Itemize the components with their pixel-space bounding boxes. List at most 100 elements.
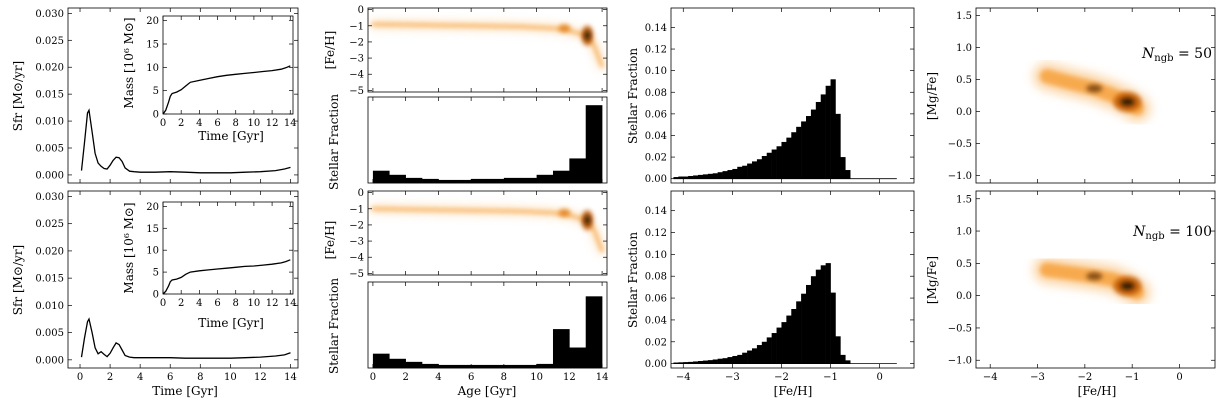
histogram-bar [781, 141, 787, 179]
y-tick-label: 0.02 [645, 153, 667, 164]
y-tick-label: 0.015 [35, 90, 64, 101]
histogram-bar [438, 179, 456, 183]
histogram-bar [752, 348, 758, 364]
x-tick-label: 0 [876, 372, 882, 383]
y-tick-label: 0.5 [956, 75, 972, 86]
mass-xlabel-row2: Time [Gyr] [198, 316, 264, 330]
mdf-xlabel: [Fe/H] [774, 384, 813, 398]
histogram-bar [791, 132, 797, 179]
histogram-bar [835, 113, 841, 179]
histogram-bar [845, 360, 851, 364]
histogram-bar [487, 178, 505, 183]
histogram-bar [820, 94, 826, 179]
histogram-bar [840, 354, 846, 364]
y-tick-label: 0 [358, 5, 364, 16]
x-tick-label: 12 [563, 372, 576, 383]
histogram-bar [520, 364, 537, 368]
x-tick-label: 10 [530, 372, 543, 383]
histogram-bar [702, 360, 709, 364]
y-tick-label: 0.030 [35, 9, 64, 20]
age-feh-heatmap-row2: 0 −1 −2 −3 −4 −5 [349, 188, 608, 280]
x-tick-label: −2 [1077, 372, 1092, 383]
y-tick-label: 20 [146, 16, 159, 27]
y-tick-label: −4 [349, 70, 364, 81]
y-tick-label: 0.14 [645, 23, 667, 34]
histogram-bar [796, 126, 802, 179]
age-histogram-row1 [367, 96, 608, 184]
y-tick-label: 1.0 [956, 43, 972, 54]
density-secondary [1086, 84, 1103, 93]
histogram-bar [801, 293, 807, 364]
x-tick-label: 8 [501, 372, 507, 383]
x-tick-label: 4 [196, 118, 202, 129]
histogram-bar [707, 360, 714, 364]
y-tick-label: 15 [146, 224, 159, 235]
x-tick-label: 0 [77, 372, 83, 383]
y-tick-label: 0.010 [35, 301, 64, 312]
density-secondary [558, 24, 571, 33]
y-tick-label: 0 [153, 110, 159, 121]
agefeh-ylabel-row1: [Fe/H] [323, 31, 337, 70]
x-tick-label: 12 [266, 298, 279, 309]
histogram-bar [503, 364, 521, 368]
histogram-bar [766, 337, 772, 364]
histogram-bar [707, 173, 714, 179]
histogram-bar [422, 363, 439, 368]
density-secondary [1086, 272, 1103, 281]
histogram-bar [776, 146, 782, 179]
x-tick-label: 8 [233, 298, 239, 309]
y-tick-label: 0.5 [956, 259, 972, 270]
histogram-bar [372, 170, 390, 183]
agehist-ylabel-row1: Stellar Fraction [327, 94, 341, 190]
histogram-bar [673, 177, 679, 179]
mass-ylabel-row1: Mass [10⁶ M⊙] [122, 17, 136, 108]
y-tick-label: −5 [349, 269, 364, 280]
y-tick-label: 15 [146, 40, 159, 51]
histogram-bar [761, 341, 768, 364]
y-tick-label: −3 [349, 237, 364, 248]
histogram-bar [717, 172, 723, 179]
nngb-annotation-row1: Nngb = 50 [1141, 46, 1212, 64]
histogram-bar [810, 276, 817, 364]
histogram-bar [536, 363, 554, 368]
histogram-bar [712, 359, 718, 364]
x-tick-label: 10 [248, 298, 261, 309]
axes-frame [670, 190, 915, 369]
histogram-bar [520, 177, 537, 183]
x-tick-label: −4 [676, 372, 691, 383]
x-tick-label: 10 [248, 118, 261, 129]
histogram-bar [766, 152, 772, 179]
y-tick-label: 0.12 [645, 45, 667, 56]
y-tick-label: 0.10 [645, 66, 667, 77]
x-tick-label: −3 [725, 372, 740, 383]
histogram-bar [791, 309, 797, 364]
axes-frame [367, 7, 608, 93]
y-tick-label: 0.010 [35, 117, 64, 128]
histogram-bar [585, 296, 603, 368]
histogram-bar [747, 163, 753, 179]
axes-frame [367, 281, 608, 369]
histogram-bar [569, 158, 587, 183]
y-tick-label: 0.04 [645, 315, 667, 326]
histogram-bar [747, 350, 753, 364]
histogram-bar [732, 168, 738, 179]
y-tick-label: 1.0 [956, 227, 972, 238]
y-tick-label: 0.08 [645, 88, 667, 99]
y-tick-label: 10 [146, 246, 159, 257]
density-layer [1033, 255, 1151, 307]
mass-inset-row2: 0 2 4 6 8 10 12 14 0 5 10 15 20 [146, 201, 297, 309]
x-tick-label: 8 [233, 118, 239, 129]
histogram-bar [683, 362, 689, 364]
histogram-bar [727, 170, 733, 179]
y-tick-label: 0.02 [645, 337, 667, 348]
mass-xlabel-row1: Time [Gyr] [198, 129, 264, 143]
density-peak-core [1120, 97, 1135, 106]
histogram-bar [830, 292, 836, 364]
y-tick-label: −1.0 [948, 356, 972, 367]
mgfe-ylabel-row1: [Mg/Fe] [925, 72, 939, 120]
x-tick-label: 2 [178, 298, 184, 309]
sfr-ylabel-row2: Sfr [M⊙/yr] [11, 245, 25, 315]
histogram-bar [761, 155, 768, 179]
series-line [162, 65, 291, 115]
histogram-bar [693, 361, 699, 364]
